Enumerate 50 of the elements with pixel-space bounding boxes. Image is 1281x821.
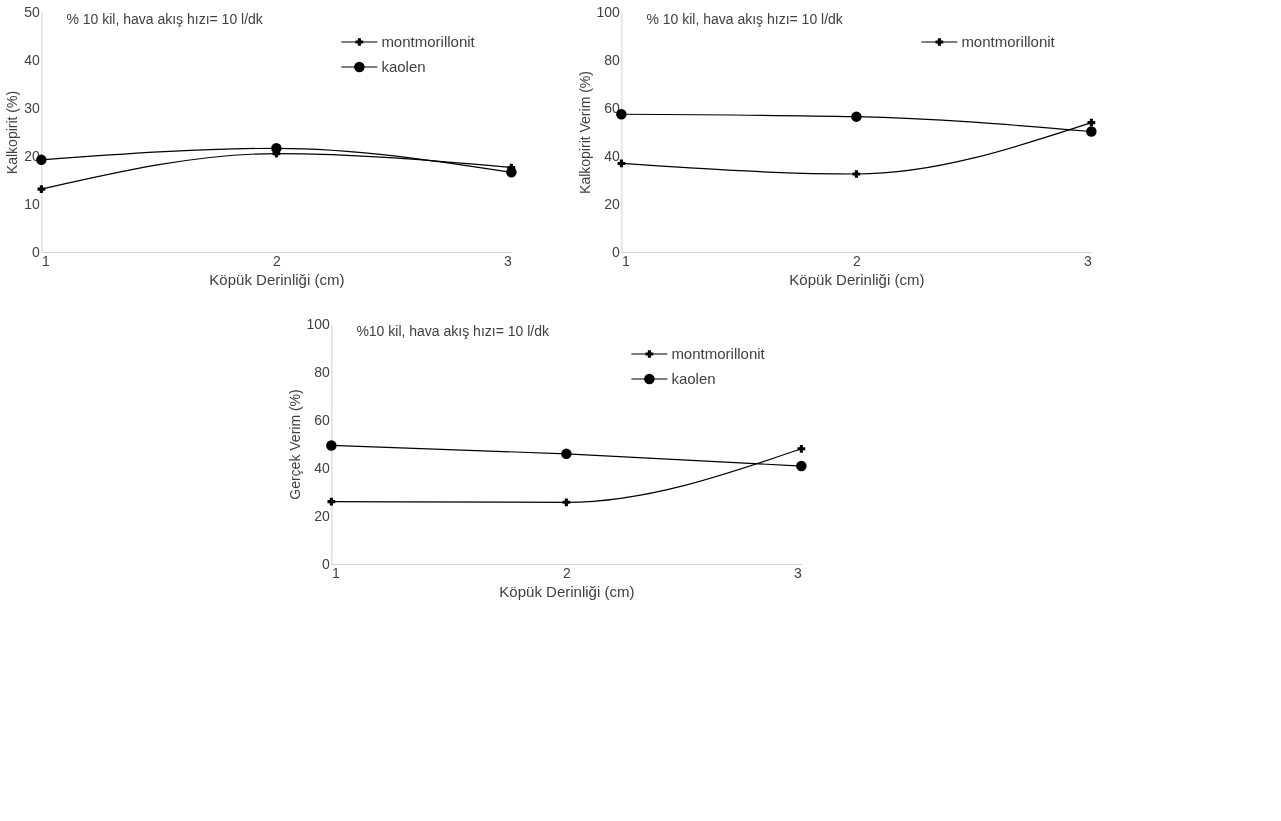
y-tick-label: 20 — [314, 507, 331, 524]
point — [561, 448, 572, 460]
legend-label: montmorillonit — [381, 33, 476, 50]
x-tick-label: 1 — [331, 564, 340, 581]
y-tick-label: 0 — [612, 243, 621, 260]
x-tick-label: 3 — [1084, 252, 1093, 269]
x-tick-label: 1 — [621, 252, 630, 269]
y-tick-label: 80 — [314, 363, 331, 380]
y-tick-label: 30 — [24, 99, 41, 116]
y-tick-label: 100 — [306, 315, 331, 332]
point — [1086, 126, 1097, 137]
x-tick-label: 2 — [272, 252, 281, 269]
x-tick-label: 2 — [852, 252, 861, 269]
y-tick-label: 60 — [604, 99, 621, 116]
point — [852, 170, 861, 178]
x-tick-label: 3 — [794, 564, 803, 581]
annotation: % 10 kil, hava akış hızı= 10 l/dk — [646, 11, 844, 27]
point — [37, 185, 46, 193]
y-tick-label: 40 — [604, 147, 621, 164]
y-tick-label: 40 — [24, 51, 41, 68]
point — [796, 460, 807, 472]
point — [797, 444, 806, 453]
point — [562, 498, 571, 507]
x-tick-label: 3 — [504, 252, 513, 269]
y-tick-label: 60 — [314, 411, 331, 428]
x-axis-title: Köpük Derinliği (cm) — [499, 582, 635, 600]
point — [1087, 118, 1096, 127]
x-axis-title: Köpük Derinliği (cm) — [209, 270, 345, 288]
legend-label: montmorillonit — [671, 345, 766, 362]
point — [326, 440, 337, 451]
annotation: %10 kil, hava akış hızı= 10 l/dk — [356, 323, 550, 339]
point — [851, 111, 862, 122]
y-tick-label: 20 — [604, 195, 621, 212]
y-tick-label: 0 — [322, 555, 331, 572]
y-tick-label: 100 — [596, 3, 621, 20]
x-tick-label: 2 — [562, 564, 571, 581]
y-tick-label: 10 — [24, 195, 41, 212]
x-axis-title: Köpük Derinliği (cm) — [789, 270, 925, 288]
annotation: % 10 kil, hava akış hızı= 10 l/dk — [66, 11, 264, 27]
x-tick-label: 1 — [41, 252, 50, 269]
y-axis-title: Kalkopirit (%) — [4, 90, 21, 175]
legend-label: montmorillonit — [961, 33, 1056, 50]
y-tick-label: 80 — [604, 51, 621, 68]
y-tick-label: 0 — [32, 243, 41, 260]
y-tick-label: 40 — [314, 459, 331, 476]
y-axis-title: Kalkopirit Verim (%) — [576, 71, 593, 194]
legend-label: kaolen — [381, 58, 426, 75]
y-tick-label: 50 — [24, 3, 41, 20]
y-axis-title: Gerçek Verim (%) — [286, 389, 303, 500]
legend-label: kaolen — [671, 370, 716, 387]
